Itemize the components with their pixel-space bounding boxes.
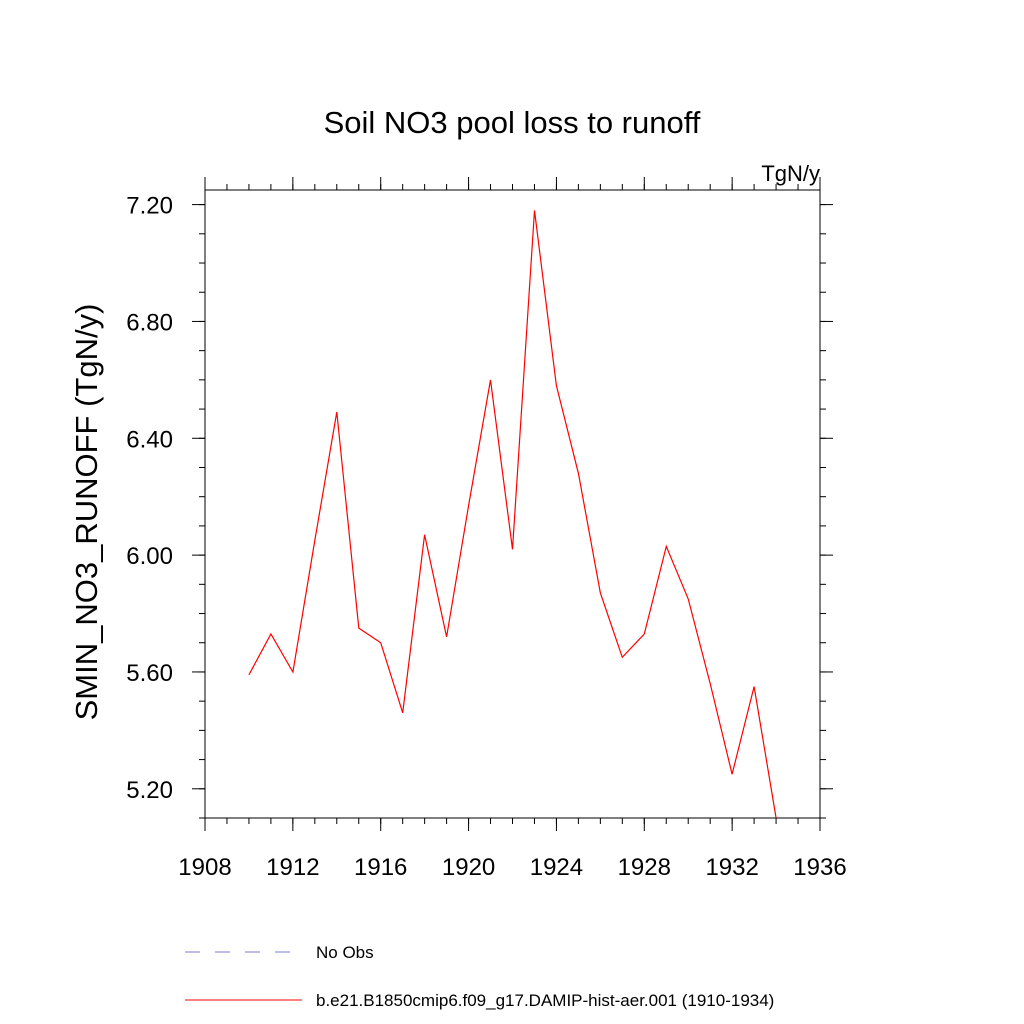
y-tick-label: 6.40 xyxy=(126,426,173,453)
series-line xyxy=(248,210,777,819)
y-tick-label: 5.20 xyxy=(126,777,173,804)
legend-label: No Obs xyxy=(316,943,374,962)
x-tick-label: 1916 xyxy=(354,854,407,881)
x-tick-label: 1928 xyxy=(618,854,671,881)
units-label: TgN/y xyxy=(761,161,820,186)
x-tick-label: 1912 xyxy=(266,854,319,881)
y-tick-label: 7.20 xyxy=(126,193,173,220)
y-axis-label: SMIN_NO3_RUNOFF (TgN/y) xyxy=(69,304,104,721)
chart-title: Soil NO3 pool loss to runoff xyxy=(324,105,701,140)
x-tick-label: 1908 xyxy=(178,854,231,881)
y-tick-label: 5.60 xyxy=(126,660,173,687)
y-tick-label: 6.80 xyxy=(126,309,173,336)
x-tick-label: 1920 xyxy=(442,854,495,881)
x-tick-label: 1924 xyxy=(530,854,583,881)
x-tick-label: 1936 xyxy=(793,854,846,881)
plot-frame xyxy=(204,189,821,819)
y-tick-label: 6.00 xyxy=(126,543,173,570)
legend-label: b.e21.B1850cmip6.f09_g17.DAMIP-hist-aer.… xyxy=(316,991,774,1010)
x-tick-label: 1932 xyxy=(705,854,758,881)
